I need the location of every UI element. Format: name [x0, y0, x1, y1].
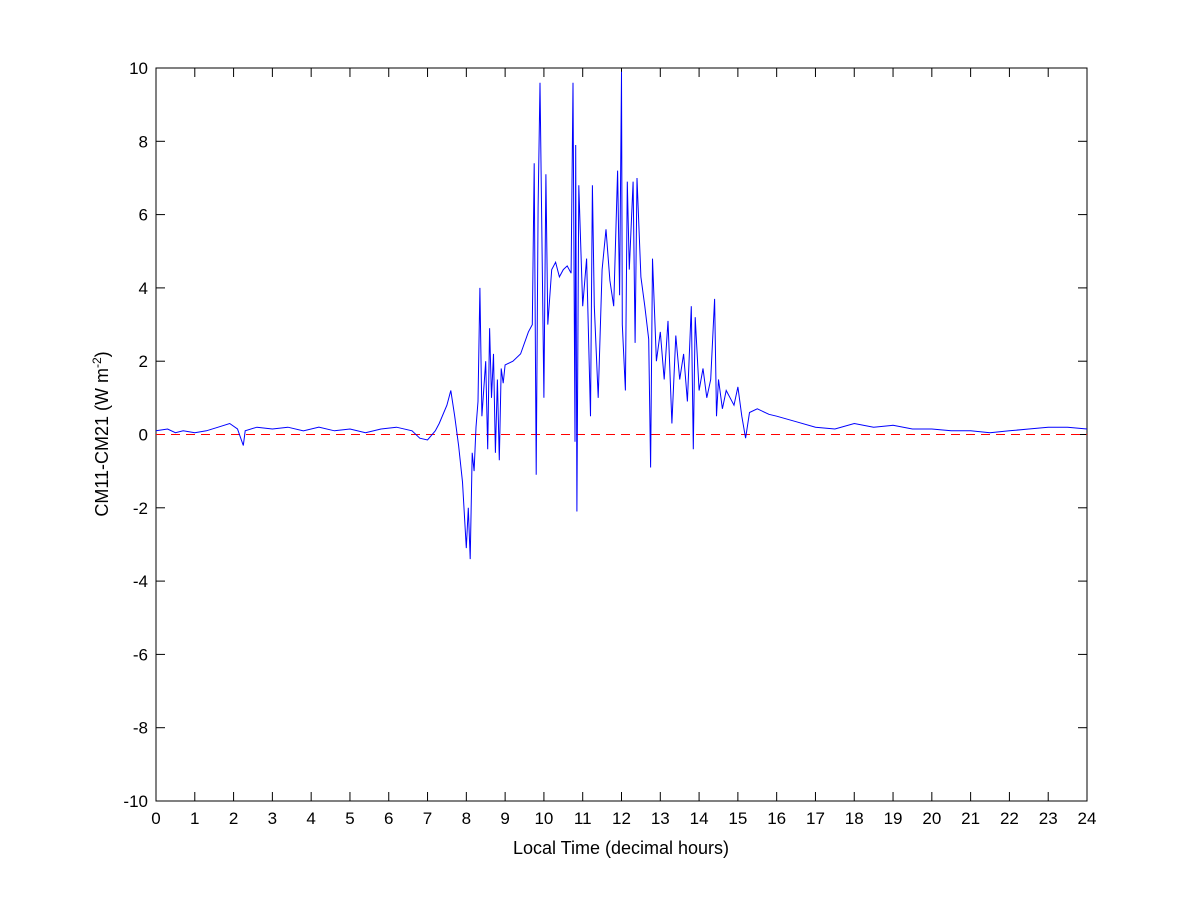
x-tick-label: 19 [884, 809, 903, 828]
x-tick-label: 15 [728, 809, 747, 828]
y-tick-label: -6 [133, 645, 148, 664]
y-tick-label: 6 [139, 206, 148, 225]
x-tick-label: 24 [1078, 809, 1097, 828]
x-tick-label: 12 [612, 809, 631, 828]
x-tick-label: 22 [1000, 809, 1019, 828]
x-tick-label: 5 [345, 809, 354, 828]
x-tick-label: 21 [961, 809, 980, 828]
x-tick-label: 14 [690, 809, 709, 828]
y-axis-label: CM11-CM21 (W m-2) [90, 351, 112, 516]
x-tick-label: 6 [384, 809, 393, 828]
series-line [155, 71, 1088, 560]
x-tick-label: 23 [1039, 809, 1058, 828]
x-tick-label: 3 [268, 809, 277, 828]
x-tick-label: 8 [462, 809, 471, 828]
x-tick-label: 20 [922, 809, 941, 828]
x-tick-label: 16 [767, 809, 786, 828]
y-tick-label: -2 [133, 499, 148, 518]
y-tick-label: 4 [139, 279, 148, 298]
x-tick-label: 17 [806, 809, 825, 828]
y-tick-label: -10 [123, 792, 148, 811]
x-tick-label: 1 [190, 809, 199, 828]
x-tick-label: 0 [151, 809, 160, 828]
x-tick-label: 13 [651, 809, 670, 828]
y-tick-label: 8 [139, 132, 148, 151]
x-tick-label: 9 [500, 809, 509, 828]
x-tick-label: 7 [423, 809, 432, 828]
x-tick-label: 4 [306, 809, 315, 828]
y-tick-label: 0 [139, 426, 148, 445]
x-tick-label: 10 [534, 809, 553, 828]
x-tick-label: 11 [574, 809, 592, 828]
y-tick-label: -8 [133, 719, 148, 738]
x-axis-label: Local Time (decimal hours) [513, 838, 729, 858]
y-tick-label: -4 [133, 572, 148, 591]
x-tick-label: 2 [229, 809, 238, 828]
y-tick-label: 2 [139, 352, 148, 371]
y-tick-label: 10 [129, 59, 148, 78]
x-tick-label: 18 [845, 809, 864, 828]
